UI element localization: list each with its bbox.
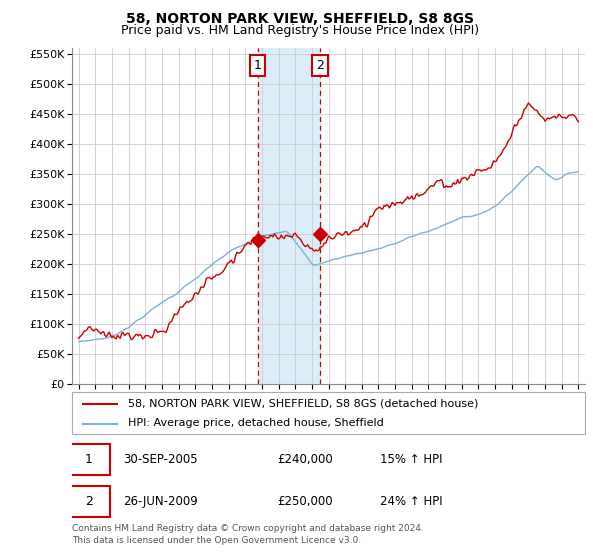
Text: HPI: Average price, detached house, Sheffield: HPI: Average price, detached house, Shef… [128,418,384,428]
Text: 24% ↑ HPI: 24% ↑ HPI [380,495,442,508]
Text: £250,000: £250,000 [277,495,333,508]
Text: 30-SEP-2005: 30-SEP-2005 [124,452,198,465]
Text: 2: 2 [85,495,93,508]
Text: 15% ↑ HPI: 15% ↑ HPI [380,452,442,465]
Text: 2: 2 [316,59,324,72]
Text: 58, NORTON PARK VIEW, SHEFFIELD, S8 8GS (detached house): 58, NORTON PARK VIEW, SHEFFIELD, S8 8GS … [128,399,479,409]
Text: Contains HM Land Registry data © Crown copyright and database right 2024.
This d: Contains HM Land Registry data © Crown c… [72,524,424,545]
Text: 26-JUN-2009: 26-JUN-2009 [124,495,198,508]
FancyBboxPatch shape [67,444,110,474]
Bar [258,48,320,384]
FancyBboxPatch shape [72,392,585,434]
FancyBboxPatch shape [67,486,110,517]
Text: Price paid vs. HM Land Registry's House Price Index (HPI): Price paid vs. HM Land Registry's House … [121,24,479,36]
Text: 1: 1 [254,59,262,72]
Text: 1: 1 [85,452,93,465]
Text: £240,000: £240,000 [277,452,333,465]
Text: 58, NORTON PARK VIEW, SHEFFIELD, S8 8GS: 58, NORTON PARK VIEW, SHEFFIELD, S8 8GS [126,12,474,26]
